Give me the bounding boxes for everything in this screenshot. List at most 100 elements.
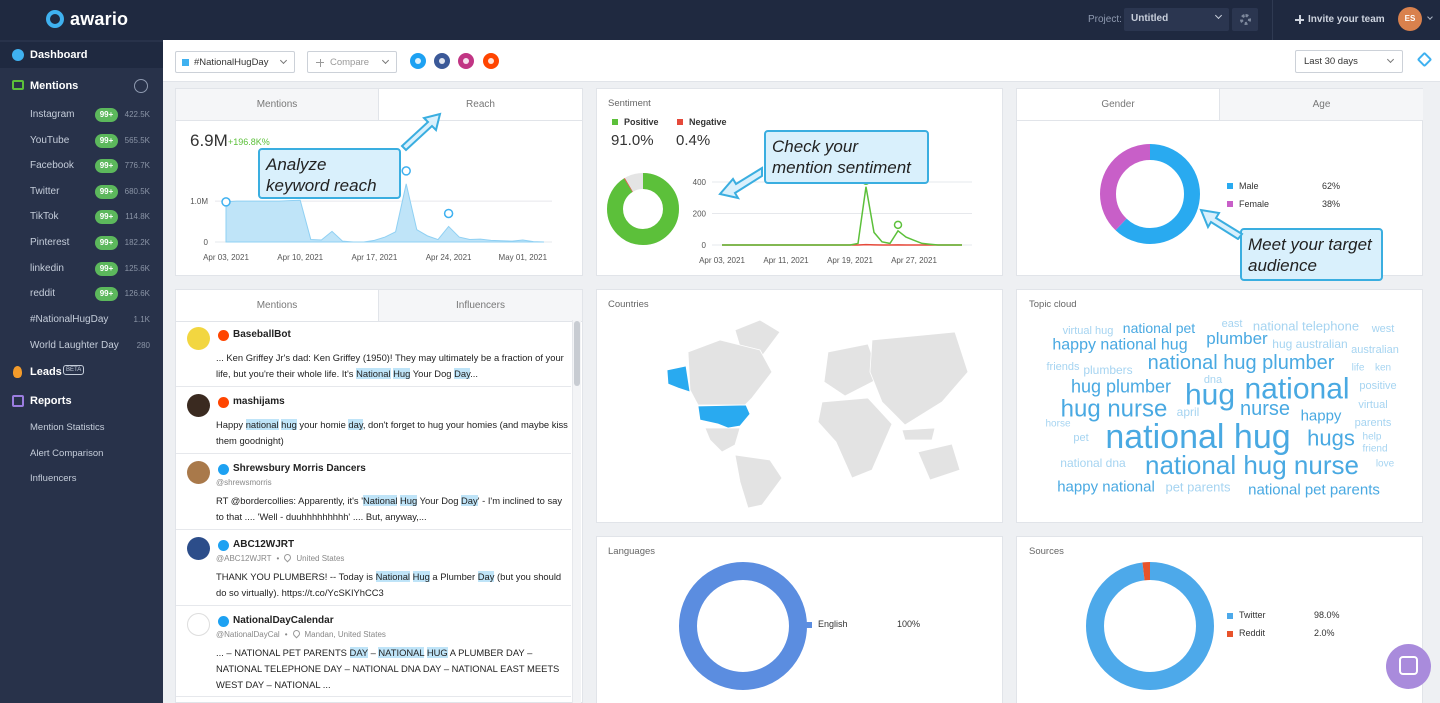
topic-word[interactable]: friend <box>1362 444 1387 455</box>
nav-source[interactable]: Pinterest <box>30 237 70 248</box>
mention-item[interactable]: Shrewsbury Morris Dancers @shrewsmorris RT… <box>176 454 571 530</box>
topic-word[interactable]: national pet parents <box>1248 481 1380 498</box>
topic-word[interactable]: australian <box>1351 344 1399 356</box>
user-avatar[interactable]: ES <box>1398 7 1422 31</box>
topic-word[interactable]: ken <box>1375 363 1391 374</box>
compare-label: Compare <box>330 57 370 68</box>
panel-tab[interactable]: Mentions <box>176 89 379 121</box>
topic-word[interactable]: national telephone <box>1253 319 1359 334</box>
author-avatar <box>187 394 210 417</box>
nav-source[interactable]: TikTok <box>30 211 59 223</box>
panel-tab[interactable]: Gender <box>1017 89 1220 121</box>
topic-word[interactable]: april <box>1177 405 1200 419</box>
topic-word[interactable]: horse <box>1045 419 1070 430</box>
nav-source[interactable]: Instagram <box>30 109 75 120</box>
panel-tab[interactable]: Age <box>1220 89 1423 121</box>
topic-word[interactable]: hug plumber <box>1071 376 1171 396</box>
mention-item[interactable]: mashijams Happy national hug your homie d… <box>176 387 571 454</box>
nav-reports[interactable]: Reports <box>30 395 72 407</box>
mention-item[interactable]: NationalDayCalendar @NationalDayCal • Manda… <box>176 606 571 697</box>
dropdown-chevron <box>1214 11 1223 20</box>
topic-word[interactable]: national <box>1244 373 1349 406</box>
nav-report-item[interactable]: Influencers <box>30 473 77 485</box>
nav-source[interactable]: YouTube <box>30 134 70 146</box>
panel-tab[interactable]: Influencers <box>379 290 582 322</box>
topic-word[interactable]: hug australian <box>1272 337 1347 351</box>
topic-word[interactable]: life <box>1352 363 1365 374</box>
author-avatar <box>187 327 210 350</box>
nav-source[interactable]: reddit <box>30 288 56 300</box>
y-tick-label: 0 <box>204 238 209 247</box>
gender-callout: Meet your target audience <box>1240 228 1383 281</box>
topic-word[interactable]: east <box>1222 318 1243 330</box>
nav-alert[interactable]: #NationalHugDay <box>30 314 109 325</box>
author-handle: @ABC12WJRT <box>216 554 272 563</box>
nav-alert[interactable]: World Laughter Day <box>30 339 119 351</box>
settings-button[interactable] <box>1232 8 1258 31</box>
topic-word[interactable]: national dna <box>1060 456 1126 470</box>
panel-tab[interactable]: Reach <box>379 89 582 121</box>
period-dropdown[interactable]: Last 30 days <box>1295 50 1403 73</box>
country-shape <box>901 427 936 441</box>
nav-source[interactable]: Twitter <box>30 185 60 197</box>
dropdown-chevron <box>1386 55 1395 64</box>
country-shape <box>869 331 969 426</box>
topic-word[interactable]: nurse <box>1240 398 1290 420</box>
topic-word[interactable]: dna <box>1204 374 1223 386</box>
topic-word[interactable]: happy <box>1301 407 1342 424</box>
mention-item[interactable]: BaseballBot ... Ken Griffey Jr's dad: Ken… <box>176 320 571 387</box>
topic-word[interactable]: national pet <box>1123 320 1196 336</box>
project-dropdown[interactable]: Untitled <box>1124 8 1229 31</box>
add-source-button[interactable] <box>134 79 148 93</box>
topic-word[interactable]: happy national <box>1057 478 1155 495</box>
topic-word[interactable]: virtual <box>1358 399 1387 411</box>
donut-segment <box>1086 562 1214 690</box>
nav-mentions[interactable]: Mentions <box>30 80 79 92</box>
topic-cloud: virtual hug national pet east national tele… <box>1045 318 1399 498</box>
topic-word[interactable]: friends <box>1046 361 1080 373</box>
topic-word[interactable]: positive <box>1359 380 1396 392</box>
topic-word[interactable]: parents <box>1355 417 1392 429</box>
topic-word[interactable]: hug <box>1185 379 1235 412</box>
topic-word[interactable]: pet parents <box>1165 480 1231 495</box>
topic-word[interactable]: national hug <box>1105 418 1290 456</box>
location-pin <box>291 628 301 639</box>
topic-word[interactable]: hugs <box>1307 426 1355 451</box>
topic-word[interactable]: west <box>1371 323 1395 335</box>
nav-dashboard[interactable]: Dashboard <box>30 49 88 61</box>
author-meta: @shrewsmorris <box>216 478 272 487</box>
alert-dropdown[interactable]: #NationalHugDay <box>175 51 295 73</box>
nav-report-item[interactable]: Alert Comparison <box>30 447 104 459</box>
y-tick-label: 200 <box>693 210 707 219</box>
nav-source[interactable]: Facebook <box>30 160 74 172</box>
sentiment-donut <box>607 173 679 245</box>
nav-leads[interactable]: Leads <box>30 366 62 378</box>
topic-word[interactable]: happy national hug <box>1052 337 1187 354</box>
sentiment-callout: Check your mention sentiment <box>764 130 929 184</box>
x-tick-label: Apr 03, 2021 <box>699 256 745 265</box>
chat-button[interactable] <box>1386 644 1431 689</box>
y-tick-label: 0 <box>702 241 707 250</box>
topic-word[interactable]: plumbers <box>1083 363 1132 377</box>
panel-tab[interactable]: Mentions <box>176 290 379 322</box>
topic-word[interactable]: help <box>1363 432 1382 443</box>
country-highlight <box>697 404 751 429</box>
invite-team[interactable]: Invite your team <box>1308 14 1385 25</box>
source-icon <box>218 540 229 551</box>
topic-word[interactable]: national hug nurse <box>1145 450 1359 480</box>
topic-word[interactable]: love <box>1376 459 1395 470</box>
nav-report-item[interactable]: Mention Statistics <box>30 422 105 433</box>
leads-icon <box>13 366 22 378</box>
topic-word[interactable]: national hug plumber <box>1148 352 1335 374</box>
compare-dropdown[interactable]: Compare <box>307 51 397 73</box>
topic-word[interactable]: pet <box>1073 432 1088 444</box>
topic-word[interactable]: virtual hug <box>1063 325 1114 337</box>
keyword-highlight: Hug <box>400 495 418 506</box>
sidebar <box>0 40 163 703</box>
nav-source[interactable]: linkedin <box>30 262 64 274</box>
keyword-highlight: Hug <box>412 571 430 582</box>
feed-scrollbar-thumb[interactable] <box>574 321 580 386</box>
topic-word[interactable]: plumber <box>1206 329 1268 348</box>
mention-item[interactable]: ABC12WJRT @ABC12WJRT • United States THANK Y… <box>176 530 571 606</box>
topic-word[interactable]: hug nurse <box>1061 395 1168 422</box>
